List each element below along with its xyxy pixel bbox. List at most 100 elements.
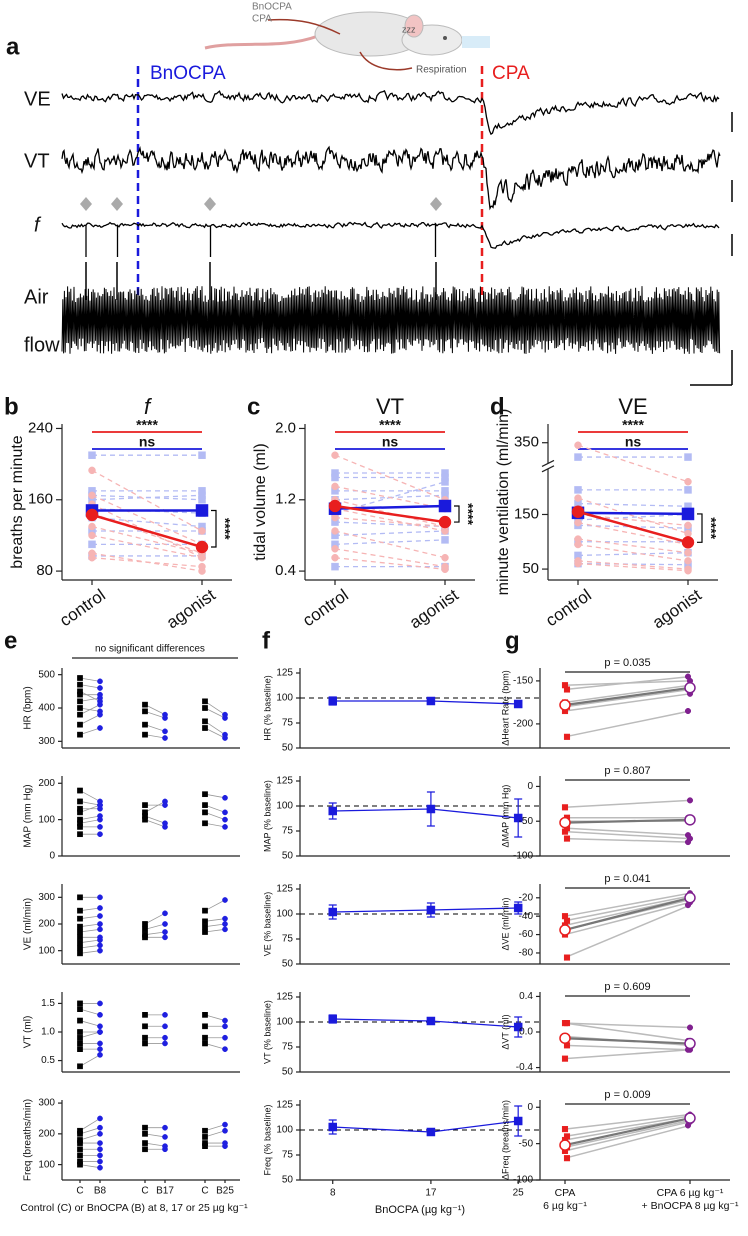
marker — [222, 897, 228, 903]
pair-line — [577, 513, 689, 521]
marker — [441, 553, 449, 562]
x-axis-label: BnOCPA (µg kg⁻¹) — [375, 1204, 465, 1216]
y-tick-label: 300 — [38, 1098, 55, 1109]
marker — [202, 820, 208, 827]
marker — [142, 802, 148, 808]
y-axis-label: MAP (mm Hg) — [23, 784, 34, 847]
y-tick-label: 100 — [276, 1125, 293, 1136]
pair-line — [334, 504, 446, 524]
marker — [77, 1063, 83, 1070]
pair-line — [79, 714, 101, 726]
marker — [426, 1016, 436, 1026]
marker — [684, 682, 696, 694]
panel-letter: a — [6, 33, 20, 60]
marker — [202, 1034, 208, 1041]
pair-line — [79, 801, 101, 806]
pair-line — [564, 895, 691, 922]
marker — [77, 1140, 83, 1146]
pair-line — [564, 1022, 691, 1042]
y-tick-label: 100 — [276, 909, 293, 920]
marker — [684, 566, 692, 575]
pair-line — [334, 557, 446, 570]
pair-line — [79, 697, 101, 702]
marker — [97, 1115, 103, 1122]
pair-line — [79, 950, 101, 954]
pair-line — [144, 923, 166, 930]
pair-line — [577, 522, 689, 546]
y-tick-label: 1.2 — [275, 491, 296, 508]
marker — [222, 809, 228, 816]
marker — [88, 491, 96, 500]
pair-line — [204, 811, 226, 821]
marker — [198, 562, 206, 571]
ear — [404, 14, 424, 38]
marker — [77, 934, 83, 941]
marker — [77, 1040, 83, 1047]
panel-letter: e — [4, 627, 17, 654]
x-tick-label: CPA 6 µg kg⁻¹ — [657, 1187, 724, 1199]
marker — [331, 562, 339, 571]
pair-line — [334, 485, 446, 510]
trace — [61, 286, 721, 354]
y-tick-label: 100 — [276, 1017, 293, 1028]
pair-line — [144, 1133, 166, 1138]
marker — [142, 1130, 148, 1137]
p-value: p = 0.609 — [604, 981, 650, 993]
pair-line — [334, 454, 446, 501]
marker — [77, 945, 83, 951]
marker — [97, 937, 103, 943]
significance-label: ns — [382, 434, 399, 450]
pair-line — [334, 516, 446, 528]
y-axis-label: HR (bpm) — [23, 686, 34, 729]
pair-line — [204, 899, 226, 912]
drug-label: BnOCPA — [150, 63, 226, 84]
pair-line — [577, 560, 689, 570]
pair-line — [91, 494, 203, 545]
marker — [563, 733, 571, 740]
pair-line — [334, 539, 446, 545]
drug-label: CPA — [492, 63, 530, 84]
pair-line — [564, 799, 691, 809]
y-tick-label: 400 — [38, 703, 55, 714]
pair-line — [79, 928, 101, 933]
y-axis-label: ΔFreq (breaths/min) — [500, 1100, 510, 1180]
marker — [77, 831, 83, 838]
significance-label: **** — [622, 417, 644, 433]
mouse-illustration — [204, 11, 490, 71]
y-tick-label: 0.5 — [41, 1055, 55, 1066]
marker — [222, 1121, 228, 1128]
marker — [142, 1012, 148, 1018]
y-tick-label: 1.0 — [41, 1027, 55, 1038]
marker — [162, 1134, 168, 1140]
pair-line — [577, 543, 689, 562]
pair-line — [577, 444, 689, 483]
marker — [77, 675, 83, 681]
pair-line — [564, 1121, 691, 1152]
marker — [202, 907, 208, 914]
x-tick-label: control — [299, 585, 352, 630]
y-tick-label: 75 — [282, 934, 294, 945]
y-tick-label: -100 — [513, 1175, 533, 1186]
marker — [77, 1034, 83, 1041]
marker — [142, 934, 148, 941]
marker — [331, 553, 339, 562]
marker — [88, 531, 96, 540]
marker — [438, 499, 452, 513]
pair-line — [79, 944, 101, 949]
bracket-label: **** — [703, 517, 719, 539]
pair-line — [144, 1142, 166, 1147]
marker — [77, 698, 83, 705]
pair-line — [204, 918, 226, 922]
y-axis-label: HR (% baseline) — [262, 675, 272, 741]
marker — [162, 1023, 168, 1030]
y-tick-label: 75 — [282, 1042, 294, 1053]
y-tick-label: -150 — [513, 676, 533, 687]
marker — [162, 798, 168, 805]
y-axis-label: ΔVT (ml) — [500, 1014, 510, 1049]
marker — [88, 466, 96, 475]
x-tick-label: agonist — [406, 585, 462, 632]
pair-line — [79, 690, 101, 702]
panel-letter: b — [4, 393, 19, 420]
marker — [77, 731, 83, 738]
marker — [77, 1161, 83, 1168]
